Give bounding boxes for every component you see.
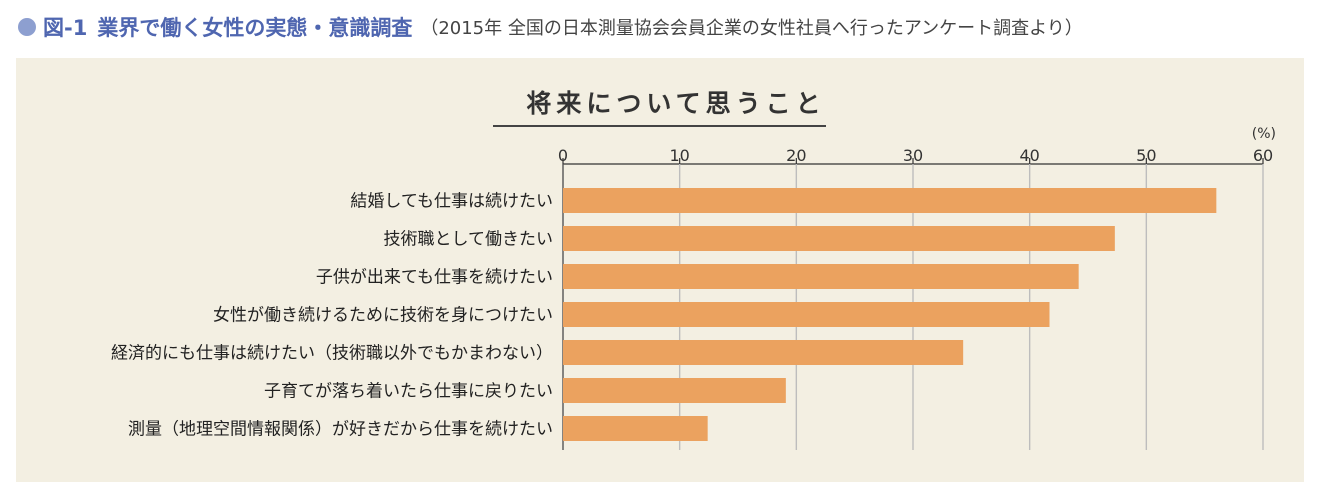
bar [563,302,1050,327]
chart-title: 将来について思うこと [526,89,825,118]
tick-label: 10 [669,146,689,165]
category-label: 技術職として働きたい [384,230,554,250]
bars [563,188,1217,441]
category-label: 女性が働き続けるために技術を身につけたい [213,306,553,326]
bar [563,378,786,403]
figure-source: （2015年 全国の日本測量協会会員企業の女性社員へ行ったアンケート調査より） [420,18,1083,39]
figure-header: 図-1 業界で働く女性の実態・意識調査 （2015年 全国の日本測量協会会員企業… [18,13,1083,41]
category-label: 測量（地理空間情報関係）が好きだから仕事を続けたい [128,420,553,440]
bar [563,264,1079,289]
bar-chart: 将来について思うこと (%) 0 10 20 30 40 50 60 結婚しても仕事は続けた… [111,89,1276,450]
category-labels: 結婚しても仕事は続けたい技術職として働きたい子供が出来ても仕事を続けたい女性が働… [111,192,553,440]
category-label: 子育てが落ち着いたら仕事に戻りたい [264,382,553,402]
bullet-icon [18,18,36,36]
tick-label: 20 [786,146,806,165]
bar [563,340,964,365]
bar [563,226,1115,251]
x-axis-ticks: 0 10 20 30 40 50 60 [558,146,1273,165]
tick-label: 0 [558,146,568,165]
tick-label: 50 [1136,146,1156,165]
chart-panel: 将来について思うこと (%) 0 10 20 30 40 50 60 結婚しても仕事は続けた… [16,58,1304,482]
category-label: 結婚しても仕事は続けたい [350,192,553,212]
figure-title: 業界で働く女性の実態・意識調査 [97,16,413,40]
tick-label: 60 [1253,146,1273,165]
category-label: 子供が出来ても仕事を続けたい [316,268,553,288]
category-label: 経済的にも仕事は続けたい（技術職以外でもかまわない） [111,344,553,364]
tick-label: 30 [903,146,923,165]
bar [563,416,708,441]
figure-label: 図-1 [43,16,88,40]
bar [563,188,1217,213]
axis-unit-label: (%) [1252,126,1276,142]
tick-label: 40 [1019,146,1039,165]
